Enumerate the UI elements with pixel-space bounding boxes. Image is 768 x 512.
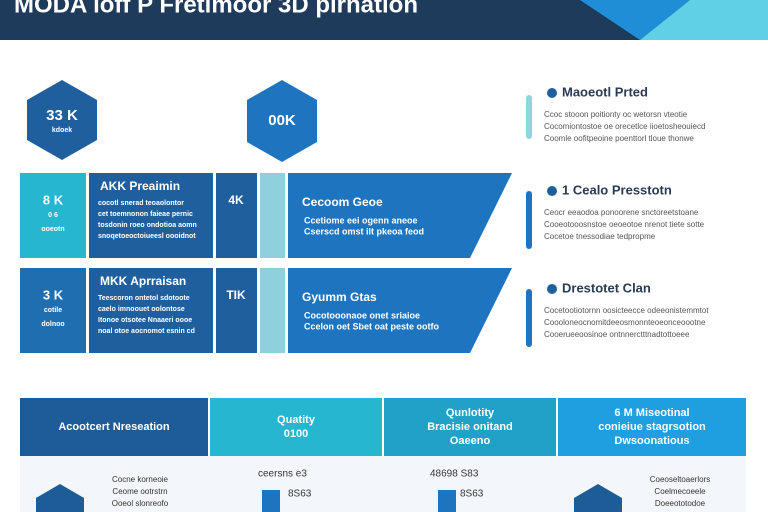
row-left-text: ooeotn	[41, 226, 64, 233]
row-title: AKK Preaimin	[100, 179, 180, 193]
hexagon	[27, 80, 97, 160]
row-left-text: dolnoo	[41, 321, 64, 328]
table-cell: 8S63	[288, 489, 312, 500]
bar-icon	[438, 490, 456, 512]
row-small: 4K	[228, 193, 244, 207]
row-left-box	[20, 173, 86, 258]
side-bar	[526, 289, 532, 347]
row-panel-line: Ccelon oet Sbet oat peste ootfo	[304, 321, 440, 331]
hexagon-caption: kdoek	[52, 127, 72, 134]
table-cell: Ceome ootrstrn	[112, 487, 167, 496]
row-panel	[288, 173, 512, 258]
row-line: caelo imnoouet oolontose	[98, 306, 185, 313]
side-title: Drestotet Clan	[562, 280, 651, 295]
row-line: snoqetoeoctoiueesl oooidnot	[98, 233, 196, 240]
row-panel-line: Cocotooonaoe onet sriaioe	[304, 310, 420, 320]
table-header: Bracisie onitand	[427, 421, 513, 433]
table-header-cell	[210, 398, 382, 456]
side-line: Cooeotooosnstoe oeoeotoe nrenot tiete so…	[544, 220, 705, 229]
table-cell: Ooeol slonreofo	[112, 499, 169, 508]
row-line: tosdonin roeo ondotioa aomn	[98, 222, 197, 229]
table-header-cell	[20, 398, 208, 456]
table-cell: Doeeototodoe	[655, 499, 706, 508]
table-header-cell	[558, 398, 746, 456]
table-header-cell	[384, 398, 556, 456]
arrow-icon	[574, 484, 622, 512]
table-body	[20, 456, 746, 512]
row-small: TIK	[226, 288, 246, 302]
side-bar	[526, 95, 532, 139]
side-line: Coomle oofitpeoine poenttorl tloue thonw…	[544, 134, 694, 143]
row-panel-title: Gyumm Gtas	[302, 290, 377, 304]
side-line: Cocomiontostoe oe orecetlce iioetosheoui…	[544, 122, 705, 131]
row-strip	[260, 173, 285, 258]
table-cell: Coelmecoeele	[654, 487, 706, 496]
row-left-box	[20, 268, 86, 353]
table-header: Dwsoonatious	[614, 435, 689, 447]
side-title: Maoeotl Prted	[562, 84, 648, 99]
header-shape	[640, 0, 768, 40]
table-cell: ceersns e3	[258, 469, 307, 480]
row-panel-line: Ccetiome eei ogenn aneoe	[304, 215, 418, 225]
hexagon-value: 33 K	[46, 107, 78, 124]
table-header: conieiue stagrsotion	[598, 421, 706, 433]
side-icon	[547, 284, 557, 294]
row-small-box	[216, 173, 257, 258]
row-small-box	[216, 268, 257, 353]
side-line: Coooloneocnomitdeeosmonnteoeonceoootne	[544, 318, 706, 327]
side-icon	[547, 88, 557, 98]
row-panel-line: Cserscd omst ilt pkeoa feod	[304, 226, 424, 236]
side-line: Cocetootiotornn oosicteecce odeeonistemm…	[544, 306, 709, 315]
bar-icon	[262, 490, 280, 512]
hexagon	[247, 80, 317, 162]
row-line: cocotl snerad teoaolontor	[98, 200, 184, 207]
side-bar	[526, 191, 532, 249]
header-shape	[580, 0, 690, 40]
row-panel	[288, 268, 512, 353]
table-header: 0100	[284, 428, 308, 440]
side-line: Cooerueeoosinoe ontnnerctttnadtottoeee	[544, 330, 690, 339]
row-strip	[260, 268, 285, 353]
row-title: MKK Aprraisan	[100, 274, 186, 288]
table-cell: 48698 S83	[430, 469, 479, 480]
side-icon	[547, 186, 557, 196]
row-line: cet toemnonon faieae pernic	[98, 211, 193, 218]
header-title: MODA loff P Fretimoor 3D pirnation	[14, 0, 418, 18]
side-line: Ccoc stooon poitionty oc wetorsn vteotie	[544, 110, 688, 119]
hexagon-value: 00K	[268, 112, 296, 129]
row-left-text: cotile	[44, 307, 62, 314]
table-header: Acootcert Nreseation	[58, 421, 170, 433]
table-header: Oaeeno	[450, 435, 491, 447]
row-line: Itonoe otsotee Nnaaeri oooe	[98, 317, 192, 324]
arrow-icon	[36, 484, 84, 512]
table-header: Quatity	[277, 414, 316, 426]
row-line: Teescoron ontetol sdotoote	[98, 295, 190, 302]
table-cell: 8S63	[460, 489, 484, 500]
row-box	[89, 268, 213, 353]
table-cell: Coeoseltoaerlors	[650, 475, 710, 484]
row-box	[89, 173, 213, 258]
row-panel-title: Cecoom Geoe	[302, 195, 383, 209]
row-left-text: 3 K	[43, 287, 64, 302]
row-line: noal otoe aocnomot esnin cd	[98, 328, 195, 335]
side-title: 1 Cealo Presstotn	[562, 182, 672, 197]
row-left-text: 8 K	[43, 192, 64, 207]
table-header: Qunlotity	[446, 407, 495, 419]
row-left-text: 0 6	[48, 212, 58, 219]
table-cell: Cocne korneoie	[112, 475, 169, 484]
side-line: Cocetoe tnessodiae tedpropme	[544, 232, 656, 241]
side-line: Ceocr eeaodoa ponoorene snctoreetstoane	[544, 208, 699, 217]
table-header: 6 M Miseotinal	[614, 407, 689, 419]
